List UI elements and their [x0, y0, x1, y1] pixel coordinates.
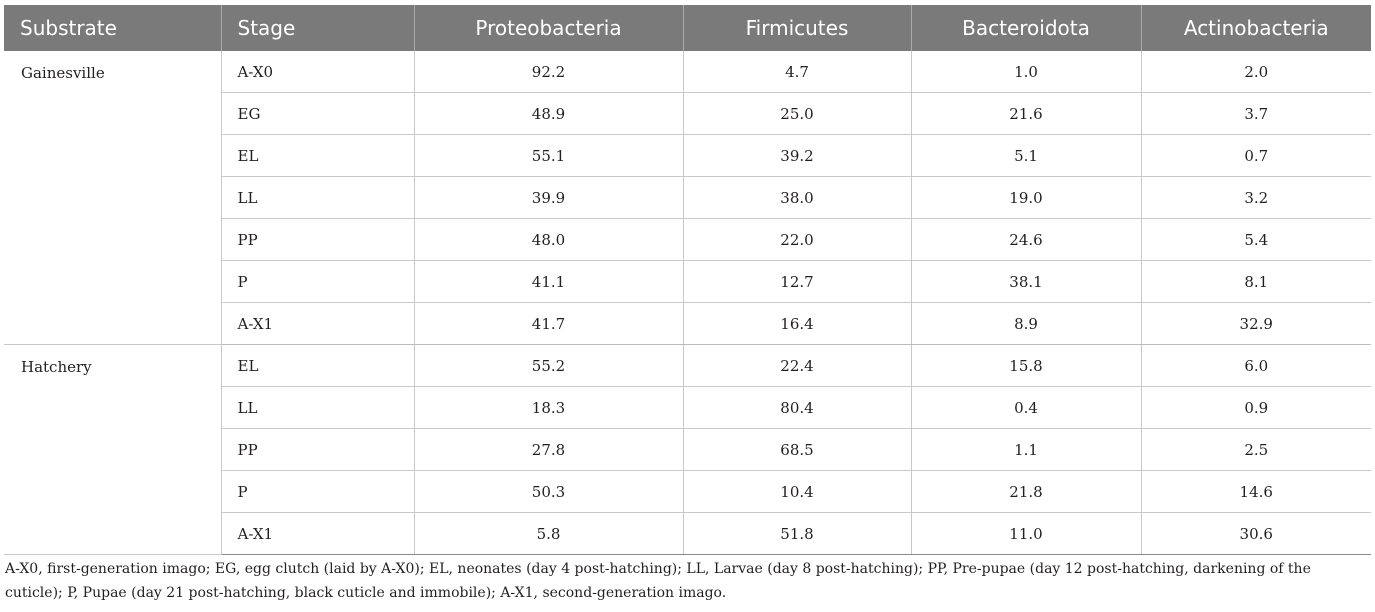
actinobacteria-cell: 8.1 — [1140, 260, 1371, 303]
actinobacteria-cell: 2.0 — [1140, 51, 1371, 93]
actinobacteria-cell: 14.6 — [1140, 470, 1371, 513]
proteobacteria-cell: 48.9 — [413, 92, 683, 135]
actinobacteria-cell: 0.7 — [1140, 134, 1371, 177]
stage-cell: LL — [220, 386, 414, 429]
header-actinobacteria: Actinobacteria — [1140, 5, 1371, 51]
stage-cell: PP — [220, 428, 414, 471]
proteobacteria-cell: 39.9 — [413, 176, 683, 219]
table-row: P 50.3 10.4 21.8 14.6 — [4, 470, 1371, 513]
bacteroidota-cell: 0.4 — [910, 386, 1141, 429]
stage-cell: A-X1 — [220, 302, 414, 345]
proteobacteria-cell: 55.1 — [413, 134, 683, 177]
actinobacteria-cell: 32.9 — [1140, 302, 1371, 345]
bacteroidota-cell: 1.1 — [910, 428, 1141, 471]
table-header: Substrate Stage Proteobacteria Firmicute… — [4, 5, 1371, 51]
bacteroidota-cell: 19.0 — [910, 176, 1141, 219]
substrate-cell-gainesville: Gainesville — [4, 51, 221, 345]
firmicutes-cell: 38.0 — [682, 176, 911, 219]
stage-cell: P — [220, 470, 414, 513]
table-row: PP 27.8 68.5 1.1 2.5 — [4, 428, 1371, 471]
stage-cell: EG — [220, 92, 414, 135]
header-stage: Stage — [220, 5, 414, 51]
actinobacteria-cell: 5.4 — [1140, 218, 1371, 261]
firmicutes-cell: 25.0 — [682, 92, 911, 135]
header-substrate: Substrate — [4, 5, 221, 51]
header-firmicutes: Firmicutes — [682, 5, 911, 51]
header-bacteroidota: Bacteroidota — [910, 5, 1141, 51]
actinobacteria-cell: 2.5 — [1140, 428, 1371, 471]
firmicutes-cell: 22.0 — [682, 218, 911, 261]
firmicutes-cell: 68.5 — [682, 428, 911, 471]
bacteroidota-cell: 11.0 — [910, 512, 1141, 555]
table-row: Gainesville A-X0 92.2 4.7 1.0 2.0 — [4, 51, 1371, 345]
table-row: LL 39.9 38.0 19.0 3.2 — [4, 176, 1371, 219]
actinobacteria-cell: 3.2 — [1140, 176, 1371, 219]
header-row: Substrate Stage Proteobacteria Firmicute… — [4, 5, 1371, 51]
firmicutes-cell: 51.8 — [682, 512, 911, 555]
table-row: EL 55.1 39.2 5.1 0.7 — [4, 134, 1371, 177]
header-proteobacteria: Proteobacteria — [413, 5, 683, 51]
data-table-container: Substrate Stage Proteobacteria Firmicute… — [4, 5, 1371, 555]
stage-cell: A-X0 — [220, 51, 414, 93]
proteobacteria-cell: 48.0 — [413, 218, 683, 261]
table-row: PP 48.0 22.0 24.6 5.4 — [4, 218, 1371, 261]
firmicutes-cell: 16.4 — [682, 302, 911, 345]
firmicutes-cell: 10.4 — [682, 470, 911, 513]
table-row: Hatchery EL 55.2 22.4 15.8 6.0 — [4, 344, 1371, 555]
table-row: LL 18.3 80.4 0.4 0.9 — [4, 386, 1371, 429]
bacteroidota-cell: 15.8 — [910, 344, 1141, 387]
stage-cell: P — [220, 260, 414, 303]
bacteroidota-cell: 38.1 — [910, 260, 1141, 303]
proteobacteria-cell: 18.3 — [413, 386, 683, 429]
table-body: Gainesville A-X0 92.2 4.7 1.0 2.0 EG 48.… — [4, 51, 1371, 555]
table-row: A-X1 41.7 16.4 8.9 32.9 — [4, 302, 1371, 345]
table-row: A-X1 5.8 51.8 11.0 30.6 — [4, 512, 1371, 555]
firmicutes-cell: 12.7 — [682, 260, 911, 303]
bacteroidota-cell: 5.1 — [910, 134, 1141, 177]
firmicutes-cell: 80.4 — [682, 386, 911, 429]
actinobacteria-cell: 30.6 — [1140, 512, 1371, 555]
firmicutes-cell: 4.7 — [682, 51, 911, 93]
table-row: EG 48.9 25.0 21.6 3.7 — [4, 92, 1371, 135]
bacteroidota-cell: 8.9 — [910, 302, 1141, 345]
table-footnote: A-X0, first-generation imago; EG, egg cl… — [5, 561, 1311, 601]
bacteroidota-cell: 24.6 — [910, 218, 1141, 261]
stage-cell: EL — [220, 134, 414, 177]
proteobacteria-cell: 41.1 — [413, 260, 683, 303]
proteobacteria-cell: 50.3 — [413, 470, 683, 513]
substrate-cell-hatchery: Hatchery — [4, 344, 221, 555]
actinobacteria-cell: 6.0 — [1140, 344, 1371, 387]
stage-cell: EL — [220, 344, 414, 387]
firmicutes-cell: 22.4 — [682, 344, 911, 387]
proteobacteria-cell: 92.2 — [413, 51, 683, 93]
actinobacteria-cell: 0.9 — [1140, 386, 1371, 429]
firmicutes-cell: 39.2 — [682, 134, 911, 177]
bacteroidota-cell: 1.0 — [910, 51, 1141, 93]
proteobacteria-cell: 55.2 — [413, 344, 683, 387]
bacteroidota-cell: 21.6 — [910, 92, 1141, 135]
proteobacteria-cell: 27.8 — [413, 428, 683, 471]
actinobacteria-cell: 3.7 — [1140, 92, 1371, 135]
table-row: P 41.1 12.7 38.1 8.1 — [4, 260, 1371, 303]
stage-cell: PP — [220, 218, 414, 261]
bacterial-phyla-table: Substrate Stage Proteobacteria Firmicute… — [4, 5, 1371, 555]
stage-cell: A-X1 — [220, 512, 414, 555]
proteobacteria-cell: 41.7 — [413, 302, 683, 345]
stage-cell: LL — [220, 176, 414, 219]
bacteroidota-cell: 21.8 — [910, 470, 1141, 513]
proteobacteria-cell: 5.8 — [413, 512, 683, 555]
